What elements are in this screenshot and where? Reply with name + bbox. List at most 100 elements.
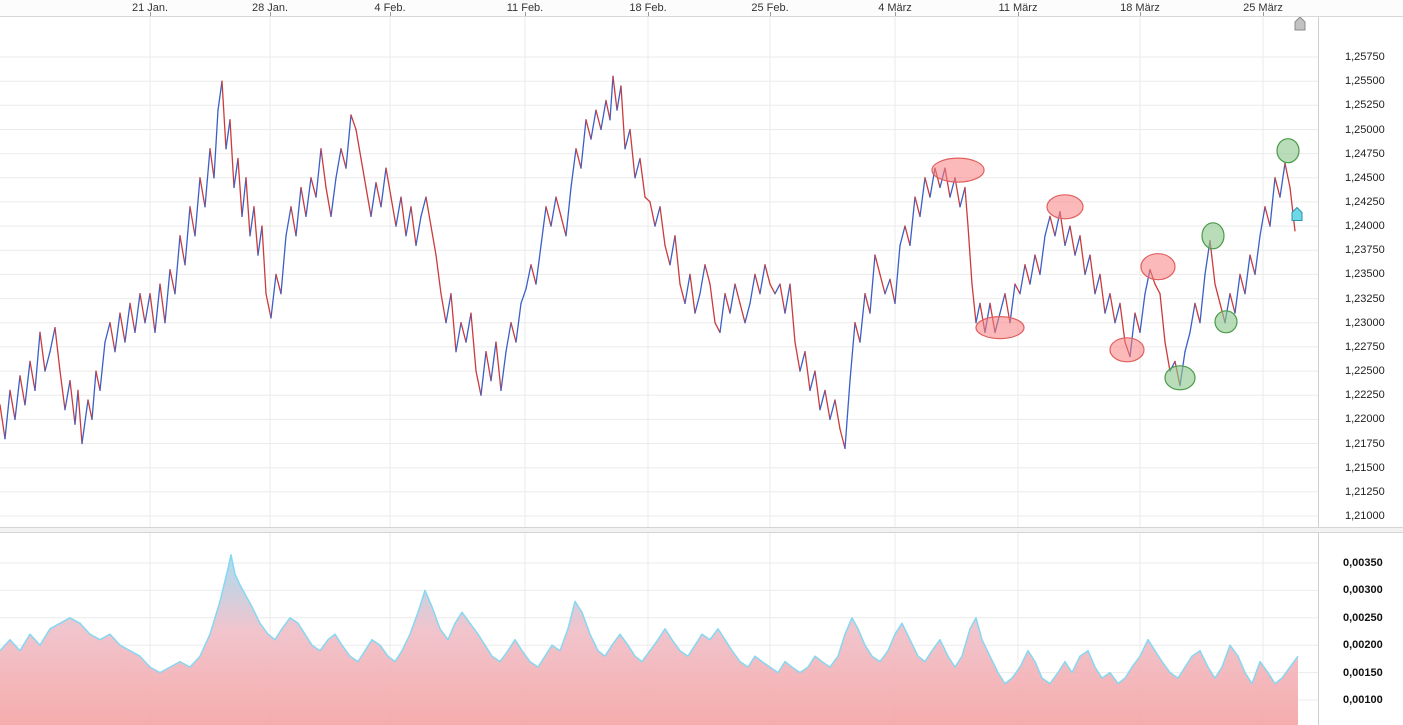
axis-top-marker-icon[interactable] <box>1294 16 1306 31</box>
price-segment <box>1239 273 1246 295</box>
date-label: 11 März <box>998 2 1038 14</box>
price-segment <box>1024 264 1031 285</box>
price-segment <box>174 235 181 295</box>
annotation-ellipse-red <box>975 316 1025 340</box>
price-series <box>0 75 1296 450</box>
price-segment <box>1264 206 1271 227</box>
date-axis[interactable]: 21 Jan. 28 Jan. 4 Feb. 11 Feb. 18 Feb. 25 Feb… <box>0 0 1403 17</box>
date-label: 11 Feb. <box>506 2 544 14</box>
price-segment <box>109 322 116 353</box>
price-segment <box>325 186 332 218</box>
price-segment <box>229 119 235 189</box>
price-segment <box>134 293 141 334</box>
price-segment <box>1154 283 1161 295</box>
price-segment <box>360 157 367 189</box>
price-segment <box>769 283 776 295</box>
price-segment <box>1279 162 1286 198</box>
date-label: 18 Feb. <box>629 2 667 14</box>
price-segment <box>1034 254 1041 276</box>
price-segment <box>480 351 487 396</box>
price-segment <box>253 206 259 256</box>
price-segment <box>380 167 387 208</box>
price-segment <box>1194 302 1201 324</box>
price-axis-column[interactable]: 1,25750 1,25500 1,25250 1,25000 1,24750 1,245… <box>1318 0 1403 725</box>
price-axis-label: 1,22500 <box>1345 365 1385 378</box>
price-segment <box>967 225 973 285</box>
price-segment <box>265 293 272 319</box>
date-tick <box>390 12 391 16</box>
price-segment <box>59 370 66 411</box>
price-segment <box>91 370 97 421</box>
price-segment <box>1064 225 1071 247</box>
price-segment <box>609 75 614 121</box>
price-segment <box>330 177 337 218</box>
price-segment <box>1094 273 1101 295</box>
price-segment <box>199 177 206 208</box>
price-segment <box>659 206 666 247</box>
price-segment <box>999 293 1006 314</box>
price-segment <box>495 341 502 392</box>
price-segment <box>834 399 841 430</box>
price-segment <box>95 370 101 392</box>
price-segment <box>1069 225 1076 256</box>
price-axis-label: 1,21750 <box>1345 437 1385 450</box>
price-segment <box>525 264 532 290</box>
price-segment <box>14 375 21 421</box>
price-segment <box>964 186 969 227</box>
price-segment <box>213 109 219 179</box>
price-segment <box>1084 254 1091 276</box>
date-label: 4 Feb. <box>374 2 406 14</box>
price-segment <box>864 293 871 314</box>
indicator-series <box>0 554 1299 725</box>
price-segment <box>149 293 156 334</box>
date-tick <box>1263 12 1264 16</box>
price-segment <box>365 186 372 218</box>
price-segment <box>114 312 121 353</box>
price-axis-label: 1,21250 <box>1345 485 1385 498</box>
price-axis-label: 1,24250 <box>1345 195 1385 208</box>
indicator-axis-label: 0,00100 <box>1343 694 1383 706</box>
price-alert-marker-icon[interactable] <box>1291 206 1303 222</box>
date-label: 25 Feb. <box>751 2 789 14</box>
price-segment <box>99 341 106 392</box>
price-axis-label: 1,25500 <box>1345 75 1385 88</box>
price-segment <box>824 389 831 421</box>
price-segment <box>1109 293 1116 324</box>
price-segment <box>285 206 292 237</box>
price-segment <box>605 99 611 121</box>
price-segment <box>64 380 71 411</box>
price-axis-label: 1,21000 <box>1345 510 1385 522</box>
price-segment <box>819 389 826 411</box>
date-tick <box>1018 12 1019 16</box>
price-segment <box>470 312 477 372</box>
price-segment <box>280 235 287 295</box>
price-segment <box>515 302 522 343</box>
price-segment <box>440 293 447 324</box>
price-axis-label: 1,23500 <box>1345 268 1385 281</box>
price-segment <box>4 389 11 440</box>
panel-divider[interactable] <box>0 527 1403 533</box>
price-segment <box>809 370 816 392</box>
price-segment <box>1289 186 1296 232</box>
price-segment <box>385 167 392 198</box>
price-segment <box>221 80 227 150</box>
price-segment <box>249 206 255 237</box>
price-axis-label: 1,24000 <box>1345 220 1385 233</box>
price-segment <box>1199 273 1206 324</box>
price-segment <box>169 268 176 295</box>
annotation-layer <box>931 16 1306 391</box>
price-segment <box>919 177 926 218</box>
price-segment <box>869 254 876 314</box>
price-segment <box>620 85 626 150</box>
price-segment <box>959 186 966 208</box>
price-segment <box>679 283 686 305</box>
price-segment <box>455 322 462 353</box>
price-segment <box>654 206 661 227</box>
price-segment <box>644 196 651 203</box>
annotation-ellipse-green <box>1214 310 1238 334</box>
indicator-axis-label: 0,00150 <box>1343 666 1383 679</box>
price-axis-label: 1,25000 <box>1345 123 1385 136</box>
date-label: 4 März <box>878 2 912 14</box>
price-segment <box>400 196 407 237</box>
